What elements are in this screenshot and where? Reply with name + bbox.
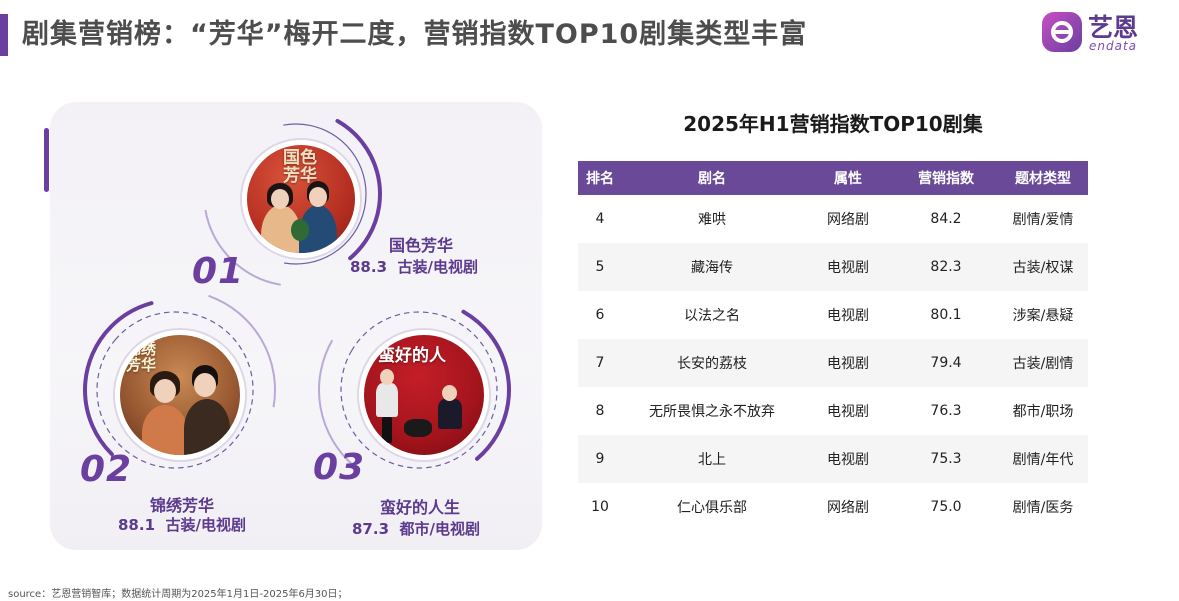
top10-table: 排名 剧名 属性 营销指数 题材类型 4 难哄 网络剧 84.2 剧情/爱情 5… bbox=[578, 161, 1088, 531]
table-row: 6 以法之名 电视剧 80.1 涉案/悬疑 bbox=[578, 291, 1088, 339]
cell-genre: 古装/剧情 bbox=[998, 339, 1088, 387]
cell-type: 网络剧 bbox=[827, 500, 869, 516]
cell-rank: 6 bbox=[595, 307, 605, 323]
source-note: source：艺恩营销智库；数据统计周期为2025年1月1日-2025年6月30… bbox=[8, 589, 348, 600]
show-info-1: 88.3 古装/电视剧 bbox=[350, 256, 478, 277]
show-genre-2: 古装/电视剧 bbox=[165, 516, 246, 534]
cell-title: 无所畏惧之永不放弃 bbox=[649, 404, 775, 420]
show-genre-3: 都市/电视剧 bbox=[399, 520, 480, 538]
panel-accent-bar bbox=[44, 128, 49, 192]
table-row: 8 无所畏惧之永不放弃 电视剧 76.3 都市/职场 bbox=[578, 387, 1088, 435]
cell-rank: 7 bbox=[578, 339, 622, 387]
cell-index: 75.0 bbox=[930, 499, 962, 515]
table-header-row: 排名 剧名 属性 营销指数 题材类型 bbox=[578, 161, 1088, 195]
cell-index: 82.3 bbox=[894, 243, 998, 291]
table-row: 9 北上 电视剧 75.3 剧情/年代 bbox=[578, 435, 1088, 483]
show-info-2: 88.1 古装/电视剧 bbox=[118, 514, 246, 535]
poster-3: 蛮好的人 bbox=[359, 330, 489, 460]
column-header-genre: 题材类型 bbox=[998, 161, 1088, 195]
cell-title: 仁心俱乐部 bbox=[677, 500, 747, 516]
poster-2-title: 锦绣芳华 bbox=[126, 340, 157, 374]
page-title: 剧集营销榜：“芳华”梅开二度，营销指数TOP10剧集类型丰富 bbox=[22, 19, 808, 50]
cell-genre: 剧情/年代 bbox=[998, 435, 1088, 483]
cell-index: 80.1 bbox=[930, 307, 962, 323]
cell-rank: 5 bbox=[578, 243, 622, 291]
table-row: 10 仁心俱乐部 网络剧 75.0 剧情/医务 bbox=[578, 483, 1088, 531]
cell-rank: 8 bbox=[595, 403, 605, 419]
cell-type: 电视剧 bbox=[827, 404, 869, 420]
poster-3-title: 蛮好的人 bbox=[378, 346, 446, 366]
cell-title: 难哄 bbox=[698, 212, 726, 228]
cell-title: 北上 bbox=[622, 435, 802, 483]
cell-title: 以法之名 bbox=[684, 308, 740, 324]
cell-index: 84.2 bbox=[930, 211, 962, 227]
cell-genre: 涉案/悬疑 bbox=[1012, 308, 1074, 324]
cell-type: 网络剧 bbox=[827, 212, 869, 228]
rank-number-2: 02 bbox=[80, 449, 133, 490]
show-genre-1: 古装/电视剧 bbox=[397, 258, 478, 276]
column-header-rank: 排名 bbox=[578, 161, 622, 195]
cell-type: 电视剧 bbox=[802, 435, 894, 483]
endata-logo: 艺恩 endata bbox=[1042, 10, 1152, 54]
column-header-index: 营销指数 bbox=[894, 161, 998, 195]
show-score-1: 88.3 bbox=[350, 258, 388, 276]
cell-type: 电视剧 bbox=[802, 339, 894, 387]
poster-2: 锦绣芳华 bbox=[115, 330, 245, 460]
cell-genre: 古装/权谋 bbox=[998, 243, 1088, 291]
cell-genre: 剧情/爱情 bbox=[1012, 212, 1074, 228]
cell-rank: 9 bbox=[578, 435, 622, 483]
show-score-2: 88.1 bbox=[118, 516, 156, 534]
poster-1: 国色芳华 bbox=[242, 140, 360, 258]
cell-index: 75.3 bbox=[894, 435, 998, 483]
cell-title: 长安的荔枝 bbox=[622, 339, 802, 387]
show-name-2: 锦绣芳华 bbox=[150, 496, 215, 515]
show-score-3: 87.3 bbox=[352, 520, 390, 538]
show-info-3: 87.3 都市/电视剧 bbox=[352, 518, 480, 539]
poster-1-title: 国色芳华 bbox=[283, 148, 317, 186]
column-header-type: 属性 bbox=[802, 161, 894, 195]
table-row: 5 藏海传 电视剧 82.3 古装/权谋 bbox=[578, 243, 1088, 291]
endata-logo-icon bbox=[1042, 12, 1082, 52]
cell-rank: 4 bbox=[595, 211, 605, 227]
cell-title: 藏海传 bbox=[622, 243, 802, 291]
table-row: 7 长安的荔枝 电视剧 79.4 古装/剧情 bbox=[578, 339, 1088, 387]
logo-english-text: endata bbox=[1089, 39, 1138, 53]
cell-type: 电视剧 bbox=[802, 243, 894, 291]
title-accent-bar bbox=[0, 14, 8, 56]
cell-index: 76.3 bbox=[930, 403, 962, 419]
show-name-3: 蛮好的人生 bbox=[380, 498, 461, 517]
cell-index: 79.4 bbox=[894, 339, 998, 387]
table-title: 2025年H1营销指数TOP10剧集 bbox=[683, 112, 983, 136]
cell-genre: 都市/职场 bbox=[1012, 404, 1074, 420]
cell-rank: 10 bbox=[591, 499, 609, 515]
column-header-title: 剧名 bbox=[622, 161, 802, 195]
cell-genre: 剧情/医务 bbox=[1012, 500, 1074, 516]
cell-type: 电视剧 bbox=[827, 308, 869, 324]
show-name-1: 国色芳华 bbox=[389, 236, 454, 255]
rank-number-3: 03 bbox=[313, 447, 366, 488]
rank-number-1: 01 bbox=[192, 251, 245, 292]
table-row: 4 难哄 网络剧 84.2 剧情/爱情 bbox=[578, 195, 1088, 243]
logo-chinese-text: 艺恩 bbox=[1088, 13, 1139, 42]
